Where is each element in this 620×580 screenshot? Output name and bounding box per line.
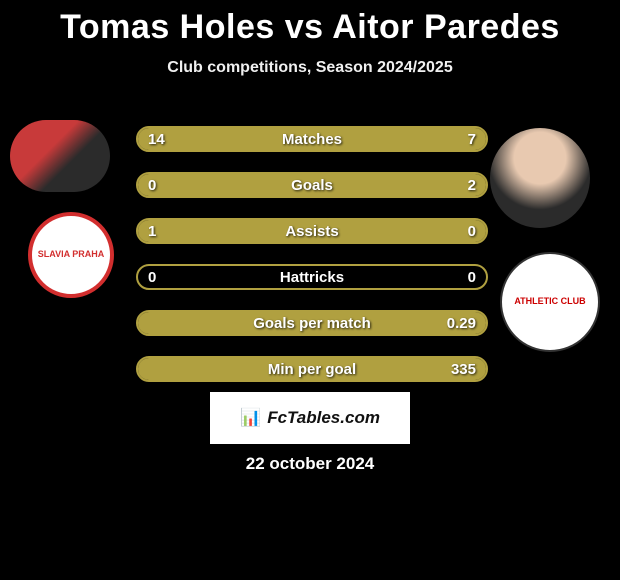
stat-label: Hattricks (138, 269, 486, 286)
brand-label: FcTables.com (267, 408, 380, 428)
player2-club-badge: ATHLETIC CLUB (500, 252, 600, 352)
stats-bars: Matches147 Goals02 Assists10 Hattricks0 0 Goa… (136, 126, 488, 402)
date-label: 22 october 2024 (0, 454, 620, 474)
stat-value-right: 0 (468, 269, 476, 286)
stat-fill-right (138, 312, 486, 334)
stat-fill-right (368, 128, 486, 150)
brand-icon: 📊 (240, 408, 261, 428)
stat-row: Min per goal335 (136, 356, 488, 382)
stat-row: Assists10 (136, 218, 488, 244)
player1-club-label: SLAVIA PRAHA (38, 250, 105, 260)
player2-photo (490, 128, 590, 228)
player2-club-label: ATHLETIC CLUB (514, 297, 585, 307)
stat-fill-right (138, 174, 486, 196)
page-title: Tomas Holes vs Aitor Paredes (0, 0, 620, 47)
stat-row: Hattricks0 0 (136, 264, 488, 290)
stat-fill-left (138, 220, 486, 242)
subtitle: Club competitions, Season 2024/2025 (0, 59, 620, 77)
player1-photo (10, 120, 110, 192)
stat-row: Goals02 (136, 172, 488, 198)
stat-row: Goals per match0.29 (136, 310, 488, 336)
stat-row: Matches147 (136, 126, 488, 152)
brand-box: 📊 FcTables.com (210, 392, 410, 444)
player1-club-badge: SLAVIA PRAHA (28, 212, 114, 298)
stat-value-left: 0 (148, 269, 156, 286)
stat-fill-left (138, 128, 368, 150)
stat-fill-right (138, 358, 486, 380)
